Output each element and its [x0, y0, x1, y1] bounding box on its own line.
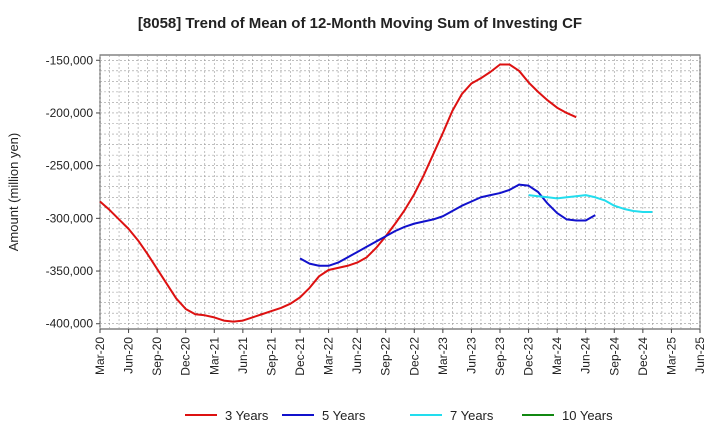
x-tick-label: Sep-24 [607, 337, 621, 376]
series-lines [99, 63, 653, 323]
x-tick-label: Mar-22 [322, 337, 336, 375]
x-tick-label: Sep-20 [150, 337, 164, 376]
x-tick-label: Dec-24 [636, 337, 650, 376]
x-tick-label: Jun-21 [236, 337, 250, 374]
x-tick-label: Dec-23 [522, 337, 536, 376]
legend-label-7-years: 7 Years [450, 408, 494, 423]
y-tick-label: -200,000 [46, 106, 94, 120]
x-tick-label: Mar-23 [436, 337, 450, 375]
y-tick-label: -300,000 [46, 211, 94, 225]
series-line-5-years [299, 183, 596, 267]
y-tick-label: -150,000 [46, 53, 94, 67]
x-tick-label: Jun-24 [579, 337, 593, 374]
x-tick-label: Jun-20 [122, 337, 136, 374]
x-tick-label: Sep-21 [264, 337, 278, 376]
x-tick-label: Jun-22 [350, 337, 364, 374]
legend-label-10-years: 10 Years [562, 408, 613, 423]
y-axis-label: Amount (million yen) [6, 133, 21, 252]
y-tick-label: -400,000 [46, 317, 94, 331]
x-tick-label: Dec-22 [407, 337, 421, 376]
x-tick-label: Dec-20 [179, 337, 193, 376]
x-tick-label: Mar-25 [664, 337, 678, 375]
x-tick-label: Sep-22 [379, 337, 393, 376]
series-line-3-years [99, 63, 577, 323]
y-tick-label: -250,000 [46, 159, 94, 173]
x-tick-label: Dec-21 [293, 337, 307, 376]
legend-label-3-years: 3 Years [225, 408, 269, 423]
x-tick-label: Mar-24 [550, 337, 564, 375]
series-line-7-years [528, 194, 653, 214]
legend-label-5-years: 5 Years [322, 408, 366, 423]
x-axis-ticks: Mar-20 Jun-20 Sep-20 Dec-20 Mar-21 Jun-21 Sep-… [93, 329, 707, 376]
x-tick-label: Jun-23 [464, 337, 478, 374]
x-tick-label: Mar-20 [93, 337, 107, 375]
x-tick-label: Mar-21 [207, 337, 221, 375]
y-tick-label: -350,000 [46, 264, 94, 278]
x-tick-label: Jun-25 [693, 337, 707, 374]
chart-title: [8058] Trend of Mean of 12-Month Moving … [138, 15, 582, 32]
legend: 3 Years 5 Years 7 Years 10 Years [185, 408, 613, 423]
y-axis-ticks: -150,000 -200,000 -250,000 -300,000 -350,000… [46, 53, 100, 331]
plot-area [99, 54, 701, 330]
x-tick-label: Sep-23 [493, 337, 507, 376]
